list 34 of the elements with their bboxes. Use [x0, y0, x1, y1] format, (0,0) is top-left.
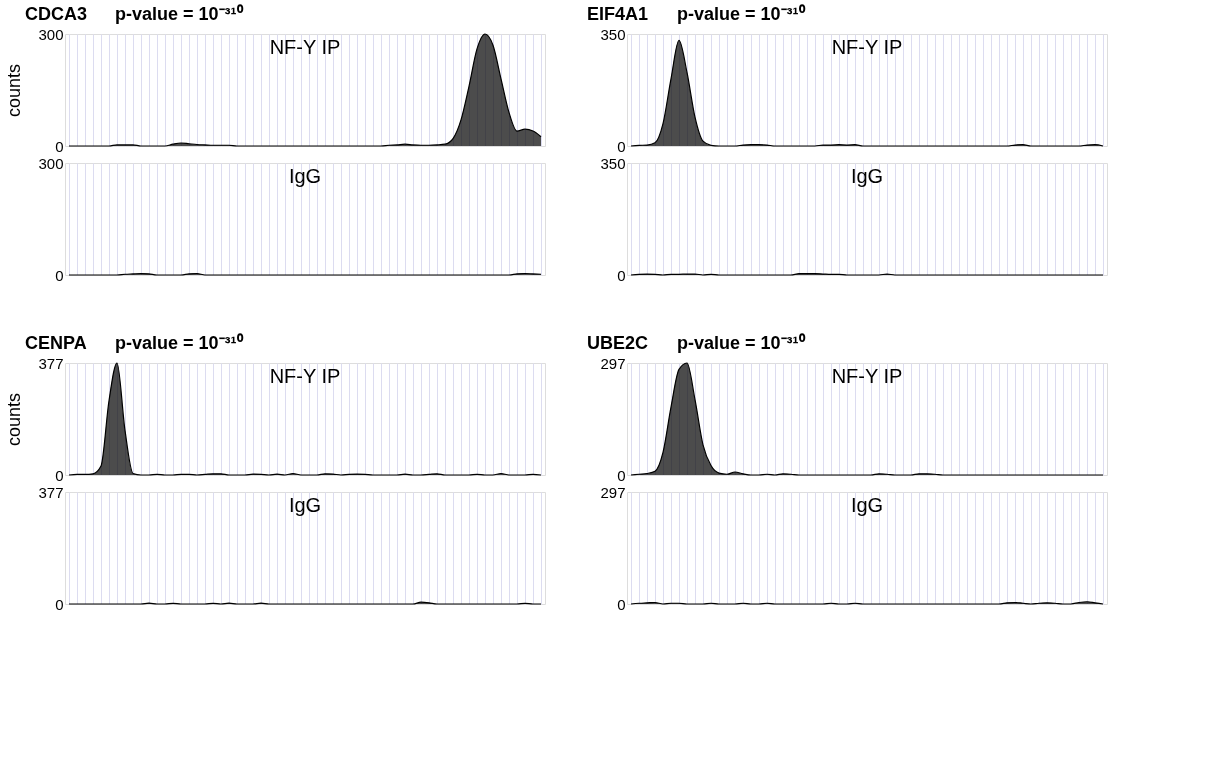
annotation: NF-Y IP: [831, 36, 903, 58]
annotation: IgG: [288, 494, 322, 516]
annotation: IgG: [850, 494, 884, 516]
y-tick-label: 300: [38, 25, 64, 43]
y-tick-label: 0: [617, 137, 626, 155]
chart-subtitle: p-value = 10⁻³¹⁰: [677, 4, 806, 24]
y-tick-label: 297: [600, 483, 626, 501]
y-tick-label: 0: [55, 466, 64, 484]
y-tick-label: 350: [600, 25, 626, 43]
chart-subtitle: p-value = 10⁻³¹⁰: [115, 4, 244, 24]
annotation: NF-Y IP: [831, 365, 903, 387]
y-tick-label: 297: [600, 354, 626, 372]
y-tick-label: 0: [617, 466, 626, 484]
chart-subtitle: p-value = 10⁻³¹⁰: [677, 333, 806, 353]
y-tick-label: 0: [55, 266, 64, 284]
y-tick-label: 0: [617, 266, 626, 284]
chart-title: EIF4A1: [587, 4, 649, 24]
y-tick-label: 300: [38, 154, 64, 172]
chart-title: CENPA: [25, 333, 87, 353]
annotation: IgG: [850, 165, 884, 187]
y-axis-title: counts: [4, 63, 25, 118]
y-tick-label: 0: [617, 595, 626, 613]
y-tick-label: 377: [38, 483, 64, 501]
annotation: IgG: [288, 165, 322, 187]
y-tick-label: 377: [38, 354, 64, 372]
chart-title: UBE2C: [587, 333, 649, 353]
y-tick-label: 0: [55, 595, 64, 613]
chart-title: CDCA3: [25, 4, 88, 24]
annotation: NF-Y IP: [269, 365, 341, 387]
annotation: NF-Y IP: [269, 36, 341, 58]
y-tick-label: 350: [600, 154, 626, 172]
chart-subtitle: p-value = 10⁻³¹⁰: [115, 333, 244, 353]
y-tick-label: 0: [55, 137, 64, 155]
y-axis-title: counts: [4, 392, 25, 447]
